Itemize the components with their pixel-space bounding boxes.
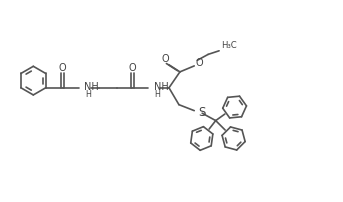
Text: NH: NH	[154, 81, 169, 91]
Text: S: S	[198, 105, 205, 118]
Text: O: O	[128, 63, 136, 73]
Text: O: O	[162, 54, 169, 64]
Text: O: O	[196, 57, 203, 67]
Text: H: H	[155, 89, 161, 98]
Text: NH: NH	[84, 81, 99, 91]
Text: O: O	[59, 63, 67, 73]
Text: H: H	[85, 89, 91, 98]
Text: H₃C: H₃C	[221, 41, 236, 50]
